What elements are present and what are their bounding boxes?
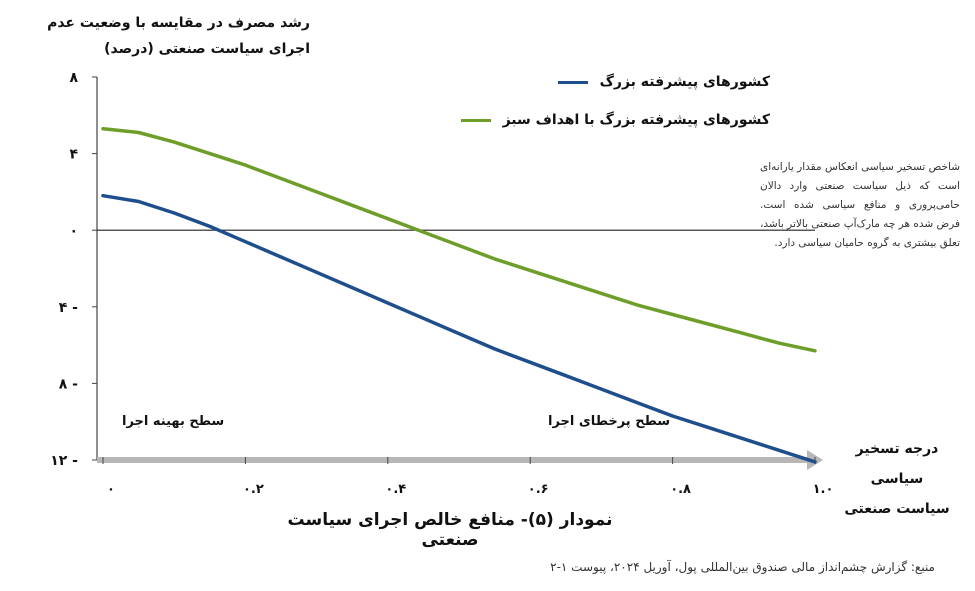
x-tick-label: ۰.۲ <box>243 482 264 497</box>
x-tick-label: ۰.۴ <box>385 482 406 497</box>
source-note: منبع: گزارش چشم‌انداز مالی صندوق بین‌الم… <box>550 560 935 574</box>
y-tick-label: ۴ <box>69 147 78 163</box>
legend-swatch-advanced <box>557 80 588 84</box>
y-tick-label: ۴ - <box>59 300 78 316</box>
legend-entry-advanced: کشورهای پیشرفته بزرگ <box>557 74 770 90</box>
capture-note: شاخص تسخیر سیاسی انعکاس مقدار یارانه‌ای … <box>760 161 960 249</box>
x-axis-label: درجه تسخیر سیاسی سیاست صنعتی <box>844 441 950 517</box>
x-tick-label: ۰.۶ <box>528 482 549 497</box>
y-tick-label: ۸ <box>69 70 78 86</box>
y-tick-label: ۰ <box>69 223 78 239</box>
x-tick-label: ۰ <box>107 482 115 497</box>
y-axis-label: رشد مصرف در مقایسه با وضعیت عدم اجرای سی… <box>47 15 310 57</box>
legend-label-advanced: کشورهای پیشرفته بزرگ <box>599 74 770 90</box>
x-tick-label: ۱.۰ <box>813 482 834 497</box>
annotation-error-prone: سطح پرخطای اجرا <box>548 414 671 429</box>
legend-label-advanced-green: کشورهای پیشرفته بزرگ با اهداف سبز <box>502 112 770 128</box>
y-tick-label: ۱۲ - <box>50 453 78 469</box>
series-line-advanced-green <box>101 126 817 353</box>
chart-title: نمودار (۵)- منافع خالص اجرای سیاست صنعتی <box>287 510 613 550</box>
series-line-advanced <box>101 193 817 464</box>
legend-entry-advanced-green: کشورهای پیشرفته بزرگ با اهداف سبز <box>460 112 770 128</box>
x-axis-bar <box>97 457 811 463</box>
legend-swatch-advanced-green <box>460 118 491 122</box>
annotation-optimal: سطح بهینه اجرا <box>122 414 225 429</box>
x-tick-label: ۰.۸ <box>670 482 691 497</box>
y-tick-label: ۸ - <box>59 376 78 392</box>
